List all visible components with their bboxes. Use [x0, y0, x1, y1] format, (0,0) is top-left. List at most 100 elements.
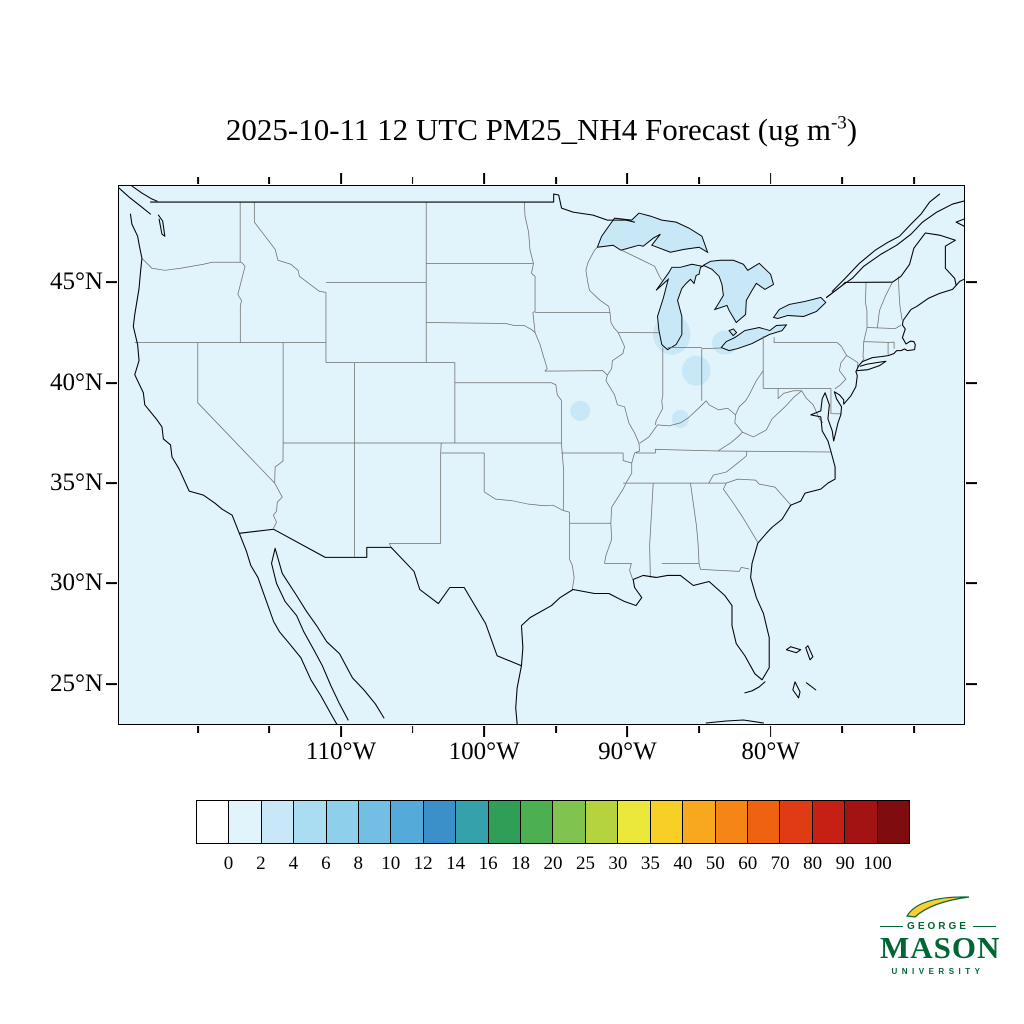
lake-michigan: [656, 264, 703, 349]
axis-tick: [483, 726, 486, 737]
lat-tick-label: 30°N: [49, 569, 103, 597]
pm25-patch: [681, 355, 711, 386]
colorbar-tick-label: 16: [478, 853, 498, 874]
great-lakes: [597, 213, 825, 351]
colorbar-cell: [844, 800, 878, 844]
gmu-george-text: GEORGE: [907, 921, 969, 932]
colorbar-tick-label: 14: [446, 853, 466, 874]
st-lawrence-coast: [827, 194, 964, 297]
colorbar-tick-label: 30: [608, 853, 628, 874]
colorbar-tick-label: 6: [321, 853, 331, 874]
colorbar-tick-label: 60: [738, 853, 758, 874]
lon-tick-label: 100°W: [448, 738, 520, 765]
lat-tick-label: 45°N: [49, 268, 103, 296]
colorbar-cell: [617, 800, 651, 844]
lon-tick-label: 90°W: [598, 738, 657, 765]
axis-tick: [196, 177, 199, 184]
colorbar-tick-label: 0: [223, 853, 234, 874]
pacific-northwest-coast: [119, 186, 165, 236]
axis-tick: [841, 177, 844, 184]
colorbar-tick-label: 20: [543, 853, 563, 874]
colorbar-cell: [422, 800, 457, 844]
axis-tick: [483, 173, 486, 184]
colorbar: [196, 800, 910, 844]
mexico-coast: [239, 533, 521, 724]
axis-tick: [966, 381, 977, 384]
axis-tick: [106, 482, 117, 484]
lake-superior: [597, 213, 707, 252]
state-borders-west: [135, 202, 562, 557]
colorbar-cell: [455, 800, 489, 844]
axis-tick: [841, 726, 844, 733]
title-text: 2025-10-11 12 UTC PM25_NH4 Forecast (ug …: [225, 112, 831, 147]
pm25-field-patches: [570, 314, 738, 428]
colorbar-tick-label: 80: [803, 853, 823, 874]
axis-tick: [769, 173, 772, 184]
colorbar-cell: [649, 800, 684, 844]
axis-tick: [554, 177, 557, 184]
colorbar-cell: [390, 800, 424, 844]
colorbar-tick-label: 18: [511, 853, 531, 874]
lat-tick-label: 35°N: [49, 469, 103, 497]
axis-tick: [698, 177, 700, 184]
title-exponent: -3: [830, 112, 847, 134]
axis-tick: [340, 173, 342, 184]
colorbar-tick-label: 70: [770, 853, 790, 874]
lake-huron: [703, 260, 773, 322]
long-island-coast: [857, 361, 886, 370]
gmu-mason-text: MASON: [880, 930, 1001, 965]
map-plot: 110°W 100°W 90°W 80°W 45°N 40°N 35°N 30°N 25°N: [50, 173, 977, 765]
colorbar-cell: [487, 800, 522, 844]
islands-coast: [706, 646, 816, 723]
colorbar-tick-label: 100: [863, 853, 892, 874]
axis-tick: [966, 482, 977, 484]
axis-tick: [411, 177, 414, 184]
axis-tick: [106, 281, 117, 284]
us-coastline: [130, 214, 956, 680]
axis-tick: [411, 726, 414, 733]
lon-tick-label: 110°W: [305, 738, 377, 765]
colorbar-cell: [228, 800, 262, 844]
pm25-patch: [570, 400, 591, 421]
pm25-patch: [671, 409, 690, 428]
lon-tick-label: 80°W: [741, 738, 800, 765]
page-title: 2025-10-11 12 UTC PM25_NH4 Forecast (ug …: [118, 112, 965, 148]
coastline-layer: [119, 186, 964, 724]
map-svg: [119, 186, 964, 724]
lake-st-clair: [729, 329, 736, 336]
colorbar-tick-label: 90: [835, 853, 855, 874]
colorbar-cell: [746, 800, 781, 844]
axis-tick: [268, 177, 271, 184]
axis-tick: [698, 726, 700, 733]
colorbar-tick-label: 10: [381, 853, 401, 874]
lake-erie: [721, 325, 786, 351]
lake-ontario: [774, 297, 826, 318]
axis-tick: [196, 726, 199, 733]
axis-tick: [340, 726, 342, 737]
title-close: ): [846, 112, 858, 147]
axis-tick: [106, 582, 117, 585]
axis-tick: [106, 381, 117, 384]
colorbar-cell: [520, 800, 554, 844]
gmu-logo: GEORGE MASON UNIVERSITY: [880, 894, 1001, 976]
colorbar-cell: [260, 800, 295, 844]
axis-tick: [626, 173, 629, 184]
axis-tick: [554, 726, 557, 733]
colorbar-cell: [293, 800, 327, 844]
colorbar-cell: [682, 800, 716, 844]
lat-tick-label: 40°N: [49, 368, 103, 396]
colorbar-cell: [196, 800, 230, 844]
colorbar-cell: [358, 800, 392, 844]
state-borders-central: [389, 202, 631, 589]
axis-tick: [912, 177, 915, 184]
colorbar-cell: [876, 800, 910, 844]
colorbar-tick-label: 40: [673, 853, 693, 874]
axis-tick: [966, 281, 977, 284]
lat-tick-label: 25°N: [49, 669, 103, 697]
state-borders-layer: [135, 202, 902, 589]
colorbar-cell: [584, 800, 619, 844]
state-borders-east: [640, 276, 903, 451]
axis-tick: [626, 726, 629, 737]
logo-rule-right: [972, 926, 996, 927]
